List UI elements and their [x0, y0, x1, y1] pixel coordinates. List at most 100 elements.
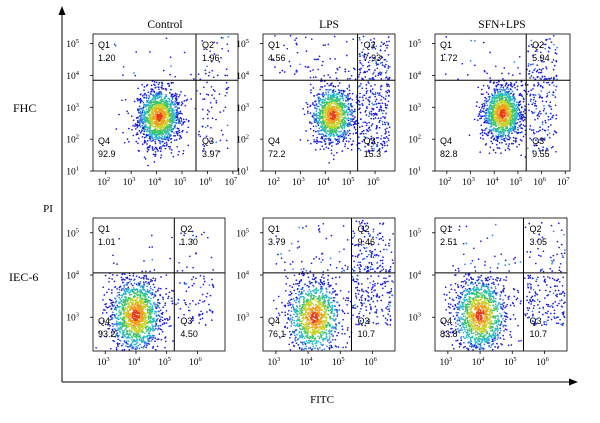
event-dot — [317, 93, 320, 95]
event-dot — [521, 84, 524, 87]
event-dot — [342, 138, 345, 141]
event-dot — [328, 98, 331, 101]
event-dot — [123, 141, 126, 144]
event-dot — [346, 123, 349, 125]
event-dot — [332, 133, 335, 136]
quadrant-label-q4: Q4 — [98, 136, 110, 146]
event-dot — [487, 112, 489, 114]
event-dot — [289, 34, 292, 37]
event-dot — [513, 100, 516, 103]
event-dot — [321, 94, 324, 97]
event-dot — [171, 124, 173, 127]
event-dot — [149, 104, 152, 107]
overall-x-axis-label: FITC — [310, 394, 334, 406]
event-dot — [299, 139, 302, 141]
event-dot — [317, 122, 320, 124]
event-dot — [547, 115, 550, 118]
event-dot — [545, 67, 548, 70]
event-dot — [174, 117, 177, 119]
event-dot — [210, 150, 212, 153]
event-dot — [146, 139, 149, 142]
event-dot — [222, 133, 224, 136]
event-dot — [532, 98, 535, 101]
quadrant-label-q1: Q1 — [440, 40, 452, 50]
event-dot — [168, 92, 171, 94]
event-dot — [202, 117, 205, 120]
event-dot — [492, 106, 495, 109]
event-dot — [353, 121, 355, 123]
event-dot — [135, 275, 138, 278]
event-dot — [211, 69, 214, 72]
event-dot — [163, 104, 166, 106]
event-dot — [381, 120, 384, 123]
event-dot — [496, 117, 498, 120]
event-dot — [338, 66, 341, 69]
event-dot — [528, 109, 530, 112]
event-dot — [160, 128, 163, 131]
event-dot — [481, 105, 484, 107]
event-dot — [514, 86, 516, 89]
event-dot — [358, 73, 361, 76]
event-dot — [499, 107, 502, 110]
event-dot — [143, 140, 146, 143]
event-dot — [492, 82, 495, 85]
event-dot — [170, 152, 173, 154]
event-dot — [512, 94, 514, 97]
event-dot — [201, 125, 204, 128]
event-dot — [494, 65, 497, 68]
event-dot — [187, 120, 190, 123]
event-dot — [305, 50, 308, 52]
event-dot — [115, 313, 118, 315]
event-dot — [386, 140, 388, 143]
event-dot — [470, 39, 473, 42]
event-dot — [490, 140, 493, 143]
event-dot — [502, 78, 504, 80]
event-dot — [152, 94, 155, 96]
event-dot — [509, 92, 512, 95]
event-dot — [349, 97, 352, 100]
panel-dots-fhc-control — [105, 35, 230, 167]
event-dot — [372, 149, 375, 152]
event-dot — [330, 122, 332, 124]
event-dot — [372, 114, 375, 117]
event-dot — [170, 88, 172, 91]
event-dot — [163, 117, 166, 120]
event-dot — [504, 120, 507, 123]
event-dot — [347, 97, 349, 99]
event-dot — [118, 342, 121, 345]
event-dot — [178, 117, 181, 120]
event-dot — [502, 104, 504, 107]
event-dot — [480, 111, 482, 113]
event-dot — [371, 88, 374, 90]
event-dot — [322, 102, 324, 105]
event-dot — [143, 89, 145, 92]
event-dot — [532, 76, 535, 79]
event-dot — [332, 158, 335, 161]
event-dot — [331, 145, 333, 147]
event-dot — [154, 151, 157, 153]
event-dot — [326, 124, 329, 127]
y-tick-label: 104 — [236, 70, 250, 82]
event-dot — [369, 96, 371, 98]
event-dot — [147, 103, 149, 106]
event-dot — [492, 122, 495, 124]
event-dot — [479, 132, 482, 135]
event-dot — [178, 107, 180, 110]
event-dot — [493, 113, 495, 115]
event-dot — [320, 99, 322, 102]
event-dot — [361, 96, 364, 99]
event-dot — [142, 126, 144, 129]
event-dot — [115, 348, 118, 351]
event-dot — [120, 294, 122, 297]
event-dot — [496, 88, 499, 91]
event-dot — [367, 81, 370, 83]
quadrant-value-q3: 9.55 — [532, 149, 550, 159]
event-dot — [121, 99, 123, 102]
event-dot — [323, 120, 326, 123]
event-dot — [153, 138, 155, 141]
event-dot — [360, 67, 362, 70]
event-dot — [202, 150, 204, 152]
event-dot — [341, 127, 344, 130]
y-tick-label: 105 — [236, 38, 249, 50]
